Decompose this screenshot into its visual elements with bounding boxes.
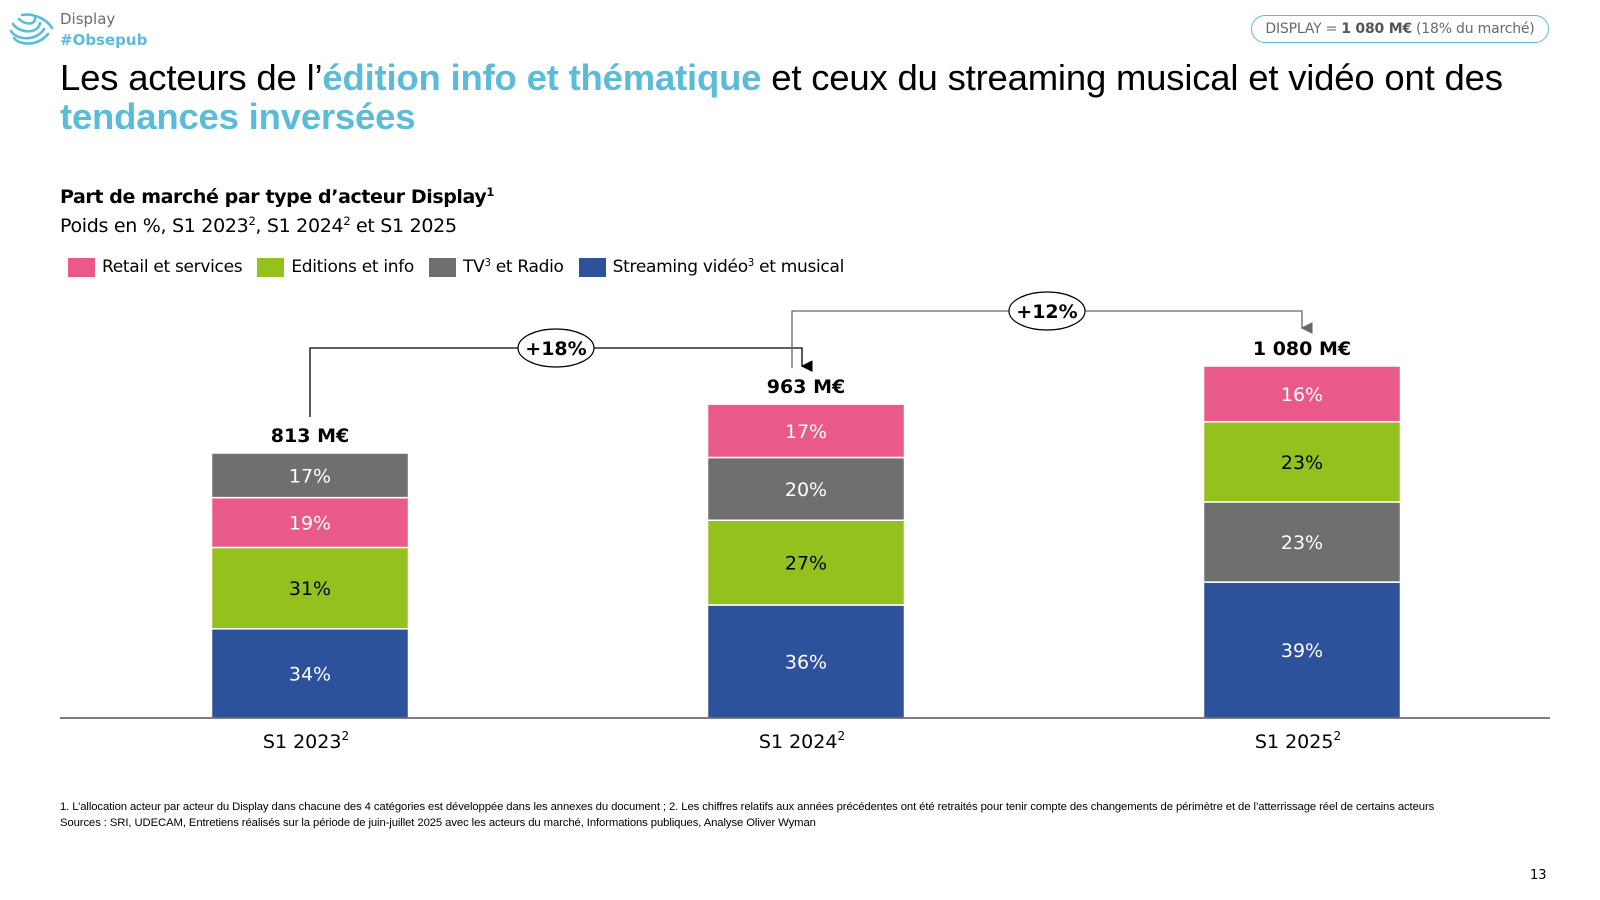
bar-segment-streaming-vid-o-et-musical-2 <box>1202 581 1402 719</box>
bar-segment-tv-et-radio-1 <box>706 456 906 522</box>
bar-value-label: 34% <box>289 663 331 685</box>
bar-value-label: 36% <box>785 652 827 674</box>
bar-segment-streaming-vid-o-et-musical-0 <box>210 628 410 719</box>
page-number: 13 <box>1530 868 1547 883</box>
x-tick-label-sup: 2 <box>341 729 349 743</box>
legend-item-retail: Retail et services <box>68 257 243 277</box>
bar-total-label: 813 M€ <box>271 425 349 447</box>
market-size-pill: DISPLAY = 1 080 M€ (18% du marché) <box>1251 15 1549 43</box>
bar-value-label: 16% <box>1281 384 1323 406</box>
market-pill-prefix: DISPLAY = <box>1265 21 1338 37</box>
bar-segment-editions-et-info-2 <box>1202 421 1402 503</box>
market-pill-value: 1 080 M€ <box>1341 21 1413 37</box>
legend-swatch-retail <box>68 257 95 277</box>
chart-title-text: Part de marché par type d’acteur Display <box>60 186 487 208</box>
legend-label-retail: Retail et services <box>102 257 243 277</box>
title-part-1: Les acteurs de l’ <box>60 57 323 98</box>
bar-value-label: 23% <box>1281 452 1323 474</box>
growth-badge-1 <box>1008 291 1086 331</box>
title-part-2: et ceux du streaming musical et vidéo on… <box>761 57 1503 98</box>
chart-subtitle-part: Poids en %, S1 2023 <box>60 215 249 237</box>
footnote-1: 1. L’allocation acteur par acteur du Dis… <box>60 801 1435 813</box>
legend-label-editions: Editions et info <box>291 257 415 277</box>
bar-value-label: 19% <box>289 513 331 535</box>
x-tick-label-sup: 2 <box>837 729 845 743</box>
legend-label-sup: 3 <box>747 257 754 269</box>
legend-label-streaming: Streaming vidéo3 et musical <box>612 257 845 277</box>
legend-label-part: TV <box>463 257 485 277</box>
bar-segment-editions-et-info-0 <box>210 546 410 630</box>
chart-subtitle: Poids en %, S1 20232, S1 20242 et S1 202… <box>60 215 457 237</box>
title-highlight-2: tendances inversées <box>60 96 416 137</box>
bar-total-label: 1 080 M€ <box>1253 338 1351 360</box>
bar-value-label: 31% <box>289 578 331 600</box>
bar-segment-retail-et-services-1 <box>706 403 906 459</box>
legend-label-sup: 3 <box>484 257 491 269</box>
chart-title: Part de marché par type d’acteur Display… <box>60 186 494 208</box>
legend-label-tv-radio: TV3 et Radio <box>463 257 564 277</box>
x-tick-label: S1 20232 <box>263 729 349 753</box>
bar-segment-tv-et-radio-2 <box>1202 501 1402 583</box>
growth-badge-label: +12% <box>1016 301 1077 323</box>
bar-total-label: 963 M€ <box>767 376 845 398</box>
page-title: Les acteurs de l’édition info et thémati… <box>60 58 1560 136</box>
x-tick-label: S1 20242 <box>759 729 845 753</box>
bar-value-label: 20% <box>785 479 827 501</box>
bar-value-label: 23% <box>1281 532 1323 554</box>
obsepub-wave-logo-icon <box>9 13 54 45</box>
legend-swatch-streaming <box>578 257 606 277</box>
legend-label-part: et musical <box>753 257 845 277</box>
bar-segment-streaming-vid-o-et-musical-1 <box>706 604 906 719</box>
growth-badge-0 <box>517 328 595 368</box>
chart-legend: Retail et services Editions et info TV3 … <box>68 257 859 277</box>
x-tick-label-sup: 2 <box>1333 729 1341 743</box>
bar-value-label: 17% <box>289 465 331 487</box>
legend-label-part: Streaming vidéo <box>612 257 748 277</box>
bar-segment-editions-et-info-1 <box>706 519 906 606</box>
bar-value-label: 39% <box>1281 640 1323 662</box>
legend-swatch-tv-radio <box>429 257 457 277</box>
chart-subtitle-part: et S1 2025 <box>350 215 457 237</box>
legend-item-tv-radio: TV3 et Radio <box>429 257 564 277</box>
legend-swatch-editions <box>257 257 285 277</box>
bar-value-label: 27% <box>785 553 827 575</box>
chart-subtitle-sup: 2 <box>248 214 256 229</box>
bar-value-label: 17% <box>785 421 827 443</box>
brand-hashtag: #Obsepub <box>60 31 148 49</box>
growth-badge-label: +18% <box>525 338 586 360</box>
legend-item-streaming: Streaming vidéo3 et musical <box>578 257 845 277</box>
legend-label-part: et Radio <box>490 257 564 277</box>
bar-segment-tv-et-radio-0 <box>210 452 410 499</box>
legend-item-editions: Editions et info <box>257 257 414 277</box>
x-tick-label: S1 20252 <box>1255 729 1341 753</box>
chart-subtitle-sup: 2 <box>343 214 351 229</box>
chart-subtitle-part: , S1 2024 <box>255 215 344 237</box>
footnote-sources: Sources : SRI, UDECAM, Entretiens réalis… <box>60 817 816 829</box>
title-highlight-1: édition info et thématique <box>322 57 762 98</box>
market-pill-suffix: (18% du marché) <box>1416 21 1535 37</box>
brand-section-label: Display <box>60 10 116 28</box>
footnotes: 1. L’allocation acteur par acteur du Dis… <box>60 799 1550 831</box>
bar-segment-retail-et-services-2 <box>1202 365 1402 423</box>
chart-title-footnote-ref: 1 <box>486 185 494 200</box>
